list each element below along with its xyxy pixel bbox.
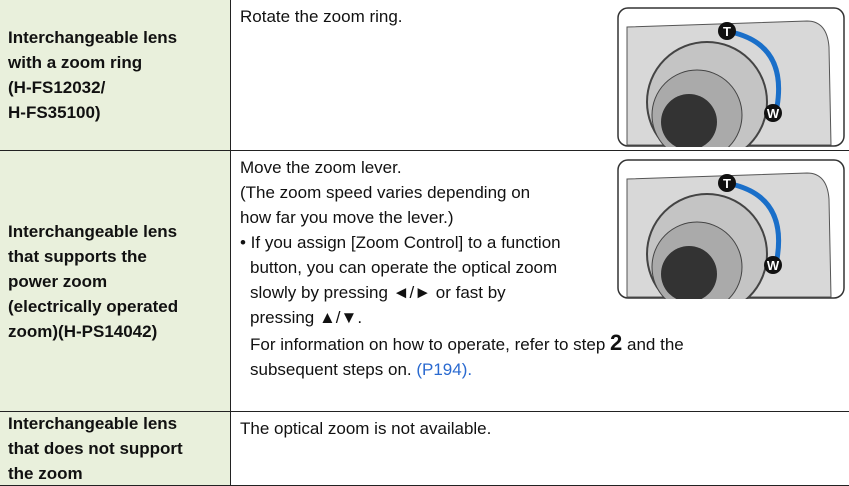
description-line: slowly by pressing ◄/► or fast by xyxy=(240,280,684,305)
label-line: with a zoom ring xyxy=(8,53,143,72)
label-line: the zoom xyxy=(8,464,83,483)
camera-illustration: TW xyxy=(617,159,845,299)
lens-inner xyxy=(661,94,717,147)
table-row: Interchangeable lens that supports the pow… xyxy=(0,151,849,412)
marker-label: W xyxy=(767,258,780,273)
marker-bg xyxy=(764,104,782,122)
row-label: Interchangeable lens with a zoom ring (H-F… xyxy=(0,0,231,150)
lens-inner xyxy=(661,246,717,299)
step-number: 2 xyxy=(610,330,623,355)
text-segment: subsequent steps on. xyxy=(250,360,417,379)
description-line: Move the zoom lever. xyxy=(240,155,684,180)
marker-bg xyxy=(764,256,782,274)
text-segment: Rotate the zoom ring. xyxy=(240,7,403,26)
description-line: • If you assign [Zoom Control] to a func… xyxy=(240,230,684,255)
text-segment: The optical zoom is not available. xyxy=(240,419,492,438)
text-segment: how far you move the lever.) xyxy=(240,208,454,227)
text-segment: pressing ▲/▼. xyxy=(250,308,363,327)
description-line: For information on how to operate, refer… xyxy=(240,330,684,357)
marker-bg xyxy=(718,22,736,40)
label-line: zoom)(H-PS14042) xyxy=(8,321,158,341)
text-segment: Move the zoom lever. xyxy=(240,158,402,177)
text-segment: button, you can operate the optical zoom xyxy=(250,258,558,277)
label-line: Interchangeable lens xyxy=(8,221,178,241)
label-line: Interchangeable lens xyxy=(8,28,178,47)
label-line: H-FS35100) xyxy=(8,103,101,122)
label-line: power zoom xyxy=(8,271,108,291)
row-description: Rotate the zoom ring. xyxy=(240,4,403,29)
text-segment: (The zoom speed varies depending on xyxy=(240,183,531,202)
marker-label: T xyxy=(723,176,731,191)
page-link[interactable]: (P194). xyxy=(416,360,473,379)
row-description: Move the zoom lever. (The zoom speed vari… xyxy=(240,155,684,382)
text-segment: • If you assign [Zoom Control] to a func… xyxy=(240,233,561,252)
marker-label: W xyxy=(767,106,780,121)
description-line: pressing ▲/▼. xyxy=(240,305,684,330)
row-label: Interchangeable lens that does not suppor… xyxy=(0,412,231,485)
label-line: that supports the xyxy=(8,246,147,266)
label-line: (electrically operated xyxy=(8,296,179,316)
text-segment: slowly by pressing ◄/► or fast by xyxy=(250,283,506,302)
label-line: (H-FS12032/ xyxy=(8,78,106,97)
arrow xyxy=(734,182,782,260)
table-row: Interchangeable lens with a zoom ring (H-F… xyxy=(0,0,849,151)
description-line: how far you move the lever.) xyxy=(240,205,684,230)
description-line: Rotate the zoom ring. xyxy=(240,4,403,29)
camera-illustration: TW xyxy=(617,7,845,147)
marker-bg xyxy=(718,174,736,192)
label-line: Interchangeable lens xyxy=(8,414,178,433)
description-line: The optical zoom is not available. xyxy=(240,416,491,441)
row-label: Interchangeable lens that supports the pow… xyxy=(0,151,231,411)
text-segment: and the xyxy=(622,335,684,354)
description-line: button, you can operate the optical zoom xyxy=(240,255,684,280)
label-line: that does not support xyxy=(8,439,183,458)
arrow xyxy=(734,30,782,108)
description-line: subsequent steps on. (P194). xyxy=(240,357,684,382)
row-description: The optical zoom is not available. xyxy=(240,416,491,441)
marker-label: T xyxy=(723,24,731,39)
table-row: Interchangeable lens that does not suppor… xyxy=(0,412,849,486)
text-segment: For information on how to operate, refer… xyxy=(250,335,611,354)
description-line: (The zoom speed varies depending on xyxy=(240,180,684,205)
